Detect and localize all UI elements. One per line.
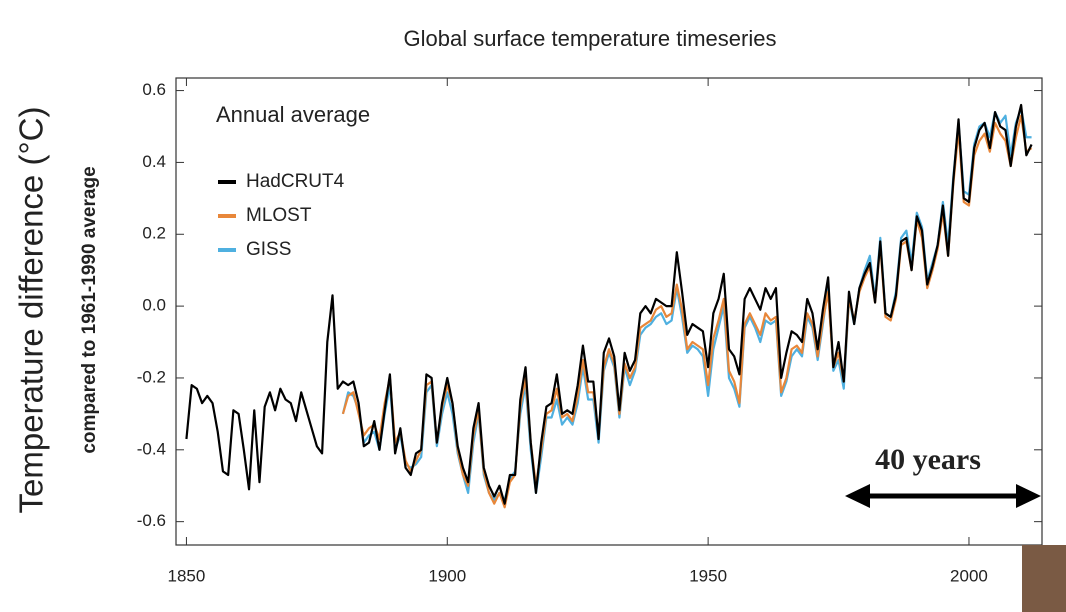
plot-frame bbox=[175, 77, 1043, 546]
y-tick-label: -0.2 bbox=[137, 367, 166, 386]
photo bbox=[1022, 545, 1066, 612]
legend-label: MLOST bbox=[246, 205, 312, 226]
y-tick-label: -0.6 bbox=[137, 511, 166, 530]
y-tick-label: 0.0 bbox=[142, 296, 166, 315]
legend-label: GISS bbox=[246, 239, 291, 260]
x-tick-label: 1850 bbox=[168, 566, 206, 585]
series-line bbox=[341, 107, 1032, 502]
x-tick-label: 2000 bbox=[950, 566, 988, 585]
x-tick-label: 1950 bbox=[689, 566, 727, 585]
y-tick-label: 0.6 bbox=[142, 80, 166, 99]
y-axis-sublabel: compared to 1961-1990 average bbox=[79, 166, 100, 453]
x-tick-label: 1900 bbox=[428, 566, 466, 585]
legend-label: HadCRUT4 bbox=[246, 171, 345, 192]
annotation: 40 years bbox=[845, 443, 1041, 508]
y-tick-label: -0.4 bbox=[137, 439, 166, 458]
chart-title: Global surface temperature timeseries bbox=[404, 26, 777, 51]
series-line bbox=[185, 103, 1033, 505]
arrow-head bbox=[1016, 484, 1041, 508]
y-tick-label: 0.2 bbox=[142, 224, 166, 243]
y-tick-label: 0.4 bbox=[142, 152, 166, 171]
y-axis-label: Temperature difference (°C) bbox=[13, 107, 50, 514]
legend-title: Annual average bbox=[216, 102, 370, 127]
arrow-head bbox=[845, 484, 870, 508]
annotation-text: 40 years bbox=[875, 443, 981, 476]
